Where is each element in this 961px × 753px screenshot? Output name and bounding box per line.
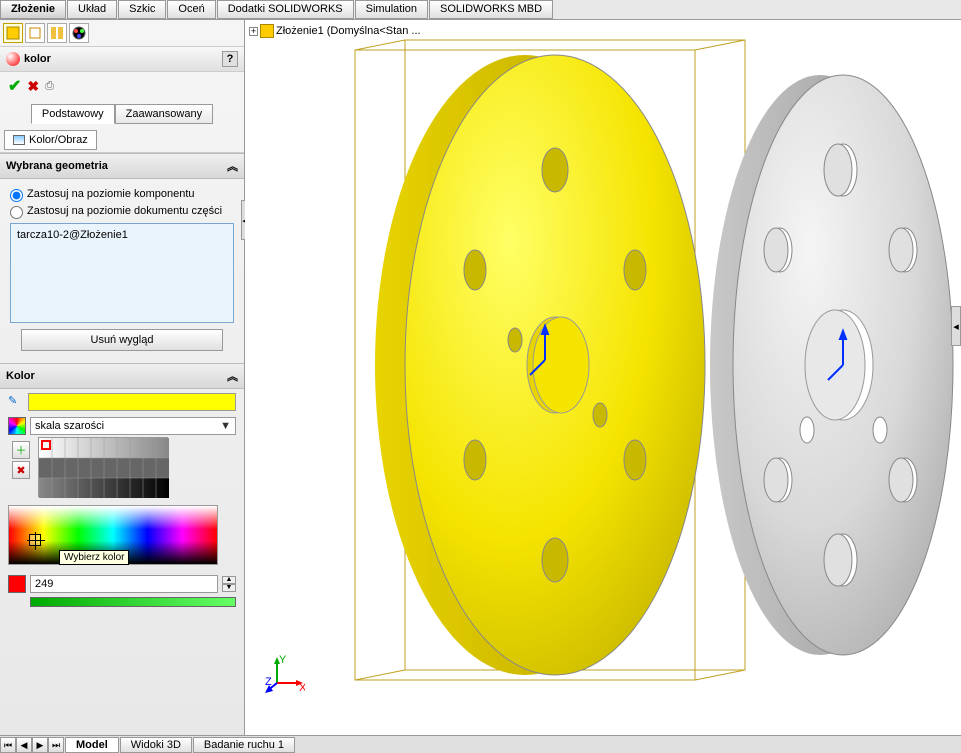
bottom-tab-motion[interactable]: Badanie ruchu 1 <box>193 737 295 753</box>
red-value-input[interactable]: 249 <box>30 575 218 593</box>
bottom-tab-3dviews[interactable]: Widoki 3D <box>120 737 192 753</box>
color-spectrum[interactable]: Wybierz kolor <box>8 505 218 565</box>
color-image-tabs: Kolor/Obraz <box>0 128 244 153</box>
tab-evaluate[interactable]: Oceń <box>167 0 215 19</box>
appearance-icon[interactable] <box>69 23 89 43</box>
3d-viewport[interactable]: + Złożenie1 (Domyślna<Stan ... <box>245 20 961 735</box>
image-icon <box>13 135 25 145</box>
section-color-label: Kolor <box>6 370 35 382</box>
tab-basic[interactable]: Podstawowy <box>31 104 115 124</box>
radio-component-level[interactable] <box>10 189 23 202</box>
confirm-row: ✔ ✖ ⎙ <box>0 72 244 100</box>
red-value-row: 249 ▲▼ <box>0 573 244 595</box>
section-geometry-body: Zastosuj na poziomie komponentu Zastosuj… <box>0 179 244 363</box>
ok-button[interactable]: ✔ <box>8 76 21 96</box>
tooltip: Wybierz kolor <box>59 550 129 565</box>
collapse-icon[interactable]: ︽ <box>227 368 238 384</box>
feature-tree-icon[interactable] <box>3 23 23 43</box>
selected-swatch-marker <box>41 440 51 450</box>
tab-sketch[interactable]: Szkic <box>118 0 166 19</box>
panel-tab-icons <box>0 20 244 46</box>
top-tab-bar: Złożenie Układ Szkic Oceń Dodatki SOLIDW… <box>0 0 961 20</box>
spin-down[interactable]: ▼ <box>222 584 236 592</box>
task-pane-handle[interactable]: ◂ <box>951 306 961 346</box>
3d-scene <box>245 20 961 720</box>
dropdown-value: skala szarości <box>35 420 104 432</box>
tab-color-image[interactable]: Kolor/Obraz <box>4 130 97 150</box>
chevron-down-icon: ▼ <box>220 420 231 432</box>
panel-title: kolor <box>24 53 51 65</box>
remove-appearance-button[interactable]: Usuń wygląd <box>21 329 223 351</box>
bottom-tab-bar: ⏮ ◀ ▶ ⏭ Model Widoki 3D Badanie ruchu 1 <box>0 735 961 753</box>
color-sphere-icon <box>6 52 20 66</box>
display-pane-icon[interactable] <box>47 23 67 43</box>
panel-title-bar: kolor ? <box>0 46 244 72</box>
tab-simulation[interactable]: Simulation <box>355 0 428 19</box>
palette-dropdown-row: skala szarości ▼ <box>0 415 244 437</box>
config-icon[interactable] <box>25 23 45 43</box>
svg-text:Z: Z <box>265 676 272 688</box>
selection-list[interactable]: tarcza10-2@Złożenie1 <box>10 223 234 323</box>
collapse-icon[interactable]: ︽ <box>227 158 238 174</box>
green-slider[interactable] <box>30 597 236 607</box>
section-geometry-header[interactable]: Wybrana geometria ︽ <box>0 153 244 179</box>
yellow-disc <box>375 55 705 675</box>
tab-assembly[interactable]: Złożenie <box>0 0 66 19</box>
eyedropper-icon[interactable]: ✎ <box>8 394 24 410</box>
add-swatch-button[interactable]: ＋ <box>12 441 30 459</box>
red-swatch-icon <box>8 575 26 593</box>
svg-text:Y: Y <box>279 655 287 666</box>
help-button[interactable]: ? <box>222 51 238 67</box>
property-panel: kolor ? ✔ ✖ ⎙ Podstawowy Zaawansowany Ko… <box>0 20 245 735</box>
tab-color-image-label: Kolor/Obraz <box>29 134 88 146</box>
scroll-first[interactable]: ⏮ <box>0 737 16 753</box>
view-triad[interactable]: Y X Z <box>265 655 305 695</box>
palette-icon <box>8 417 26 435</box>
list-item[interactable]: tarcza10-2@Złożenie1 <box>15 228 229 242</box>
radio-component-label[interactable]: Zastosuj na poziomie komponentu <box>27 188 234 200</box>
grayscale-palette[interactable] <box>38 437 168 497</box>
scroll-prev[interactable]: ◀ <box>16 737 32 753</box>
svg-text:X: X <box>299 682 305 694</box>
spin-up[interactable]: ▲ <box>222 576 236 584</box>
radio-document-level[interactable] <box>10 206 23 219</box>
section-geometry-label: Wybrana geometria <box>6 160 108 172</box>
current-color-swatch[interactable] <box>28 393 236 411</box>
cancel-button[interactable]: ✖ <box>27 78 39 95</box>
value-spinner[interactable]: ▲▼ <box>222 576 236 592</box>
palette-dropdown[interactable]: skala szarości ▼ <box>30 417 236 435</box>
tab-layout[interactable]: Układ <box>67 0 117 19</box>
color-picker-cursor[interactable] <box>29 534 41 546</box>
pin-button[interactable]: ⎙ <box>45 80 54 93</box>
gray-disc <box>710 75 953 655</box>
tab-addins[interactable]: Dodatki SOLIDWORKS <box>217 0 354 19</box>
scroll-next[interactable]: ▶ <box>32 737 48 753</box>
swatch-tool-buttons: ＋ ✖ <box>8 437 34 483</box>
tab-scroll-buttons: ⏮ ◀ ▶ ⏭ <box>0 737 64 753</box>
mode-tabs: Podstawowy Zaawansowany <box>0 100 244 128</box>
current-color-row: ✎ <box>0 389 244 415</box>
scroll-last[interactable]: ⏭ <box>48 737 64 753</box>
radio-document-label[interactable]: Zastosuj na poziomie dokumentu części <box>27 205 234 217</box>
section-color-header[interactable]: Kolor ︽ <box>0 363 244 389</box>
tab-mbd[interactable]: SOLIDWORKS MBD <box>429 0 553 19</box>
bottom-tab-model[interactable]: Model <box>65 737 119 753</box>
tab-advanced[interactable]: Zaawansowany <box>115 104 213 124</box>
remove-swatch-button[interactable]: ✖ <box>12 461 30 479</box>
